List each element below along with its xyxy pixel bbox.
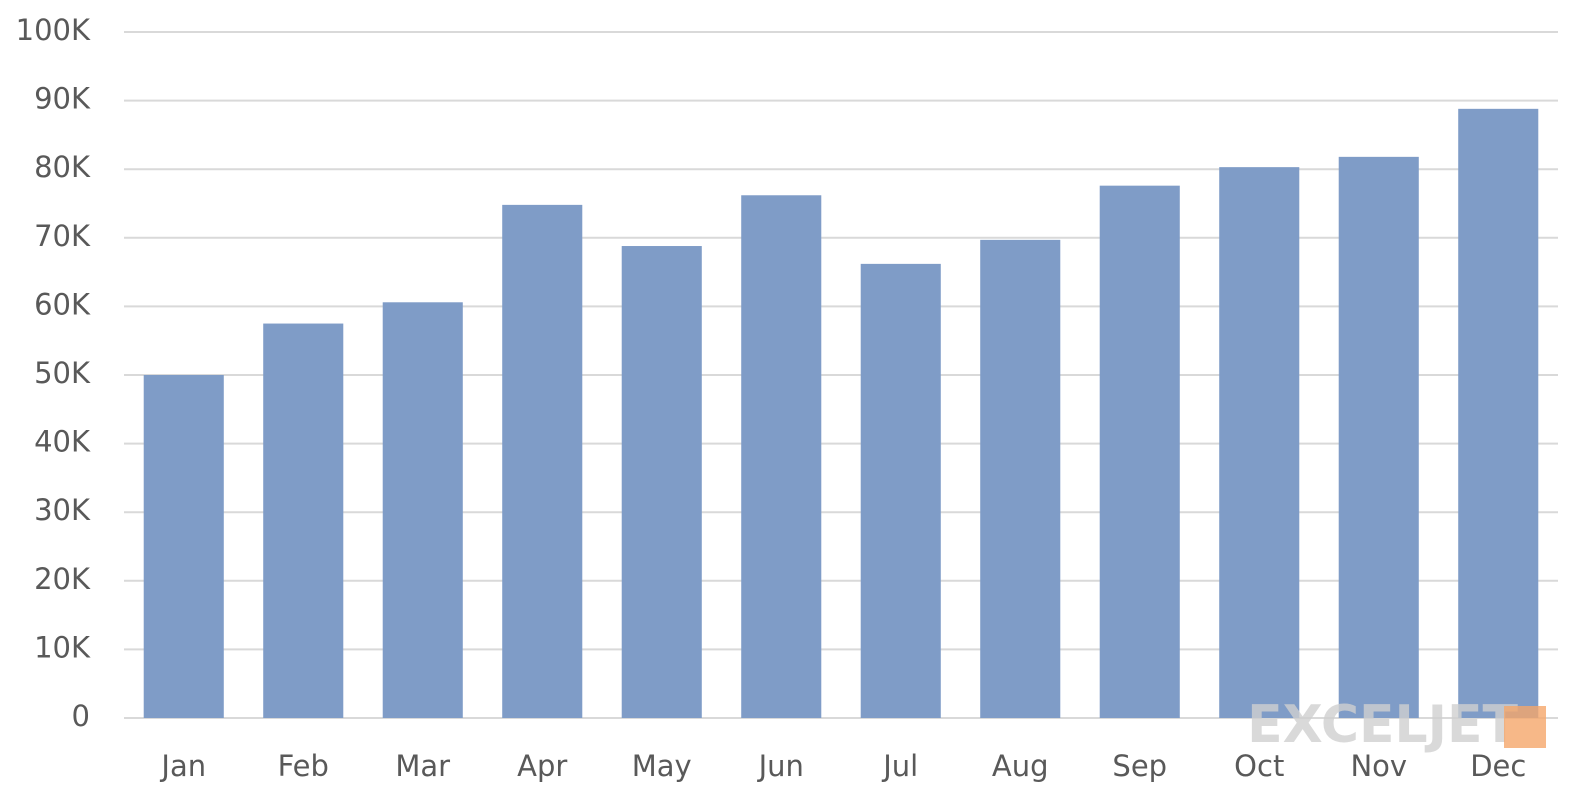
x-tick-label: Oct bbox=[1234, 749, 1284, 783]
y-tick-label: 20K bbox=[34, 562, 91, 596]
x-tick-label: Jul bbox=[881, 749, 918, 783]
y-tick-label: 80K bbox=[34, 150, 91, 184]
bar bbox=[1099, 185, 1180, 718]
x-tick-label: Aug bbox=[992, 749, 1049, 783]
x-tick-label: Jan bbox=[159, 749, 206, 783]
bar bbox=[382, 302, 463, 718]
bar bbox=[980, 239, 1061, 718]
bar bbox=[1219, 167, 1300, 719]
bar bbox=[1338, 156, 1419, 719]
y-tick-label: 100K bbox=[16, 13, 91, 47]
x-tick-label: Mar bbox=[395, 749, 450, 783]
bar bbox=[502, 204, 583, 718]
x-tick-label: Sep bbox=[1112, 749, 1167, 783]
bar bbox=[621, 246, 702, 719]
bar bbox=[860, 263, 941, 718]
y-tick-label: 40K bbox=[34, 425, 91, 459]
y-tick-label: 70K bbox=[34, 219, 91, 253]
bar bbox=[143, 375, 224, 718]
bar bbox=[1458, 108, 1539, 718]
y-tick-label: 0 bbox=[72, 699, 90, 733]
x-tick-label: Feb bbox=[278, 749, 329, 783]
x-tick-label: May bbox=[632, 749, 692, 783]
watermark-logo bbox=[1504, 706, 1546, 748]
x-tick-label: Jun bbox=[757, 749, 804, 783]
watermark: EXCELJET bbox=[1247, 695, 1518, 755]
y-tick-label: 60K bbox=[34, 287, 91, 321]
y-tick-label: 10K bbox=[34, 630, 91, 664]
x-tick-label: Dec bbox=[1470, 749, 1526, 783]
x-tick-label: Apr bbox=[517, 749, 567, 783]
y-tick-label: 50K bbox=[34, 356, 91, 390]
y-tick-label: 30K bbox=[34, 493, 91, 527]
bar bbox=[263, 323, 344, 718]
y-tick-label: 90K bbox=[34, 82, 91, 116]
x-tick-label: Nov bbox=[1350, 749, 1407, 783]
bar bbox=[741, 195, 822, 718]
